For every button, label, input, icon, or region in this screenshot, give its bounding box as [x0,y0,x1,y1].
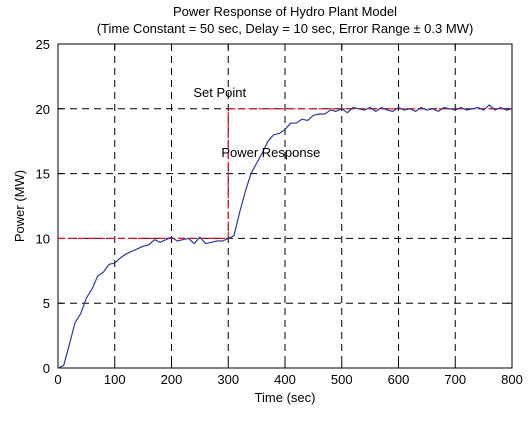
y-tick-label: 10 [36,231,50,246]
annotations: Set Point Power Response [193,85,320,160]
power-response-line [57,104,513,369]
y-tick-label: 5 [43,296,50,311]
x-tick-label: 700 [444,372,466,387]
x-tick-label: 100 [104,372,126,387]
tick-labels: 0 100 200 300 400 500 600 700 800 0 5 10 15 20 25 [36,37,523,387]
y-axis-label: Power (MW) [12,170,27,242]
x-tick-label: 800 [501,372,523,387]
y-tick-label: 20 [36,102,50,117]
y-tick-label: 0 [43,361,50,376]
axis-ticks [57,43,513,369]
y-tick-label: 15 [36,167,50,182]
grid [58,44,512,368]
x-tick-label: 0 [54,372,61,387]
chart-subtitle: (Time Constant = 50 sec, Delay = 10 sec,… [97,21,474,36]
x-tick-label: 400 [274,372,296,387]
x-axis-label: Time (sec) [255,390,316,405]
series [57,104,513,369]
y-tick-label: 25 [36,37,50,52]
x-tick-label: 500 [331,372,353,387]
chart-title: Power Response of Hydro Plant Model [173,4,397,19]
x-tick-label: 200 [161,372,183,387]
power-response-label: Power Response [221,145,320,160]
x-tick-label: 300 [217,372,239,387]
set-point-line [58,108,512,239]
set-point-label: Set Point [193,85,246,100]
x-tick-label: 600 [388,372,410,387]
